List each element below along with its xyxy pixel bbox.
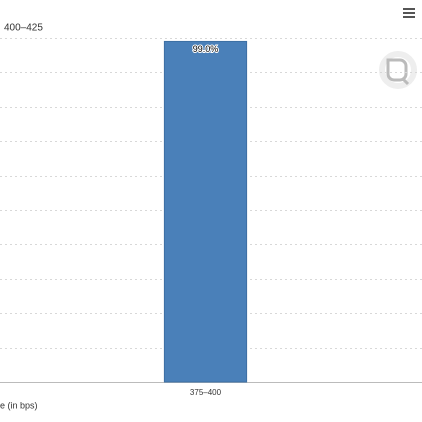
logo-mark bbox=[386, 58, 410, 86]
menu-bar[interactable] bbox=[403, 8, 415, 10]
x-tick-label: 375–400 bbox=[190, 388, 222, 397]
logo-ring bbox=[379, 51, 417, 89]
annotation: 400–425 bbox=[4, 23, 43, 34]
menu-bar[interactable] bbox=[403, 12, 415, 14]
bar bbox=[163, 40, 248, 383]
menu-button[interactable] bbox=[403, 8, 415, 18]
data-label: 99.0% bbox=[193, 44, 219, 54]
menu-bar[interactable] bbox=[403, 16, 415, 18]
logo bbox=[379, 51, 417, 89]
x-axis-title: e (in bps) bbox=[0, 400, 38, 410]
